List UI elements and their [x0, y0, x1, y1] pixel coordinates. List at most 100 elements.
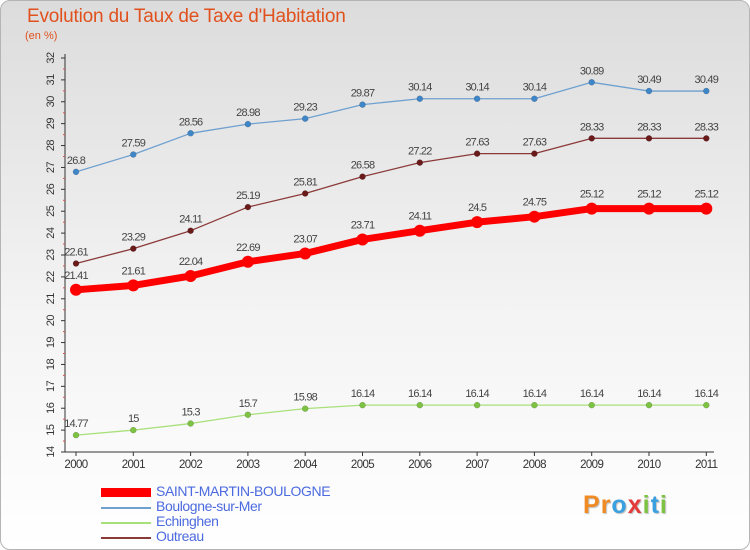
- data-label: 25.81: [293, 176, 317, 188]
- chart-unit-label: (en %): [25, 30, 58, 42]
- data-label: 30.89: [580, 65, 604, 77]
- data-label: 16.14: [580, 388, 604, 400]
- data-label: 16.14: [637, 388, 661, 400]
- logo-letter: P: [583, 491, 601, 519]
- data-point: [299, 247, 312, 260]
- data-label: 30.14: [523, 82, 547, 94]
- data-point: [413, 224, 426, 237]
- legend-label: Boulogne-sur-Mer: [156, 498, 262, 514]
- y-tick-label: 27: [45, 161, 57, 173]
- data-label: 14.77: [64, 418, 88, 430]
- data-label: 22.61: [64, 247, 88, 259]
- data-label: 23.29: [122, 232, 146, 244]
- logo-letter: o: [611, 491, 628, 519]
- data-point: [244, 120, 252, 128]
- data-label: 25.12: [580, 189, 604, 201]
- data-point: [127, 279, 140, 292]
- series-line: [75, 404, 707, 436]
- x-tick-label: 2007: [466, 459, 489, 471]
- x-tick-label: 2010: [637, 459, 660, 471]
- data-point: [70, 283, 82, 296]
- data-point: [416, 159, 424, 166]
- data-label: 30.14: [465, 82, 489, 94]
- data-label: 16.14: [523, 388, 547, 400]
- x-tick-label: 2006: [408, 459, 431, 471]
- data-point: [473, 150, 481, 157]
- series-line: [75, 81, 707, 173]
- legend-swatch: [101, 522, 151, 524]
- data-point: [72, 168, 80, 176]
- data-point: [473, 401, 481, 409]
- data-point: [531, 401, 538, 409]
- data-point: [588, 135, 595, 142]
- data-point: [72, 431, 80, 439]
- logo-letter: r: [600, 491, 612, 519]
- data-label: 21.61: [122, 265, 146, 277]
- data-label: 24.11: [408, 211, 431, 223]
- data-label: 23.71: [351, 219, 375, 231]
- data-point: [244, 411, 252, 419]
- x-tick-label: 2001: [122, 459, 145, 471]
- data-label: 28.33: [580, 121, 604, 133]
- x-tick-label: 2008: [523, 459, 546, 471]
- data-point: [72, 260, 80, 267]
- y-tick-label: 26: [45, 183, 57, 195]
- data-point: [703, 401, 710, 409]
- data-label: 16.14: [465, 388, 489, 400]
- data-label: 27.22: [408, 146, 432, 158]
- y-tick-label: 21: [45, 293, 57, 305]
- data-point: [645, 87, 653, 95]
- y-tick-label: 25: [45, 205, 57, 217]
- data-point: [130, 245, 137, 252]
- data-label: 26.58: [351, 160, 375, 172]
- legend-label: Outreau: [156, 528, 204, 544]
- data-label: 27.63: [465, 137, 489, 149]
- y-tick-label: 15: [45, 424, 57, 436]
- y-tick-label: 17: [45, 380, 57, 392]
- data-point: [585, 202, 598, 215]
- data-label: 27.59: [122, 138, 146, 150]
- data-label: 30.49: [637, 74, 661, 86]
- data-label: 28.98: [236, 107, 260, 119]
- data-label: 15: [128, 413, 139, 425]
- y-tick-label: 14: [45, 446, 57, 458]
- data-label: 28.33: [637, 121, 661, 133]
- y-tick-label: 23: [45, 249, 57, 261]
- data-point: [187, 130, 194, 137]
- data-point: [473, 95, 481, 102]
- data-point: [187, 420, 194, 427]
- data-point: [416, 95, 424, 102]
- data-point: [184, 270, 197, 283]
- series-line: [75, 205, 707, 294]
- x-tick-label: 2004: [294, 459, 318, 471]
- data-label: 15.3: [181, 407, 200, 419]
- data-label: 15.98: [293, 392, 317, 404]
- data-point: [700, 202, 713, 215]
- data-point: [528, 210, 541, 223]
- data-label: 22.04: [179, 256, 203, 268]
- data-label: 29.87: [351, 88, 375, 100]
- data-point: [187, 227, 194, 234]
- data-point: [359, 401, 366, 409]
- data-label: 21.41: [64, 270, 88, 282]
- y-tick-label: 20: [45, 315, 57, 327]
- data-label: 26.8: [67, 155, 86, 167]
- data-point: [241, 255, 254, 268]
- data-point: [359, 101, 366, 108]
- x-tick-label: 2003: [236, 459, 259, 471]
- y-tick-label: 19: [45, 337, 57, 349]
- data-label: 25.12: [695, 189, 719, 201]
- data-label: 23.07: [293, 233, 317, 245]
- data-point: [703, 135, 710, 142]
- data-label: 16.14: [351, 388, 375, 400]
- data-label: 29.23: [293, 102, 317, 114]
- data-point: [301, 405, 309, 412]
- proxiti-logo: Proxiti: [583, 491, 668, 520]
- logo-letter: i: [659, 491, 668, 519]
- y-tick-label: 32: [45, 52, 57, 64]
- data-point: [588, 79, 595, 86]
- x-tick-label: 2005: [351, 459, 374, 471]
- legend-swatch: [101, 537, 151, 539]
- logo-letter: i: [642, 491, 651, 519]
